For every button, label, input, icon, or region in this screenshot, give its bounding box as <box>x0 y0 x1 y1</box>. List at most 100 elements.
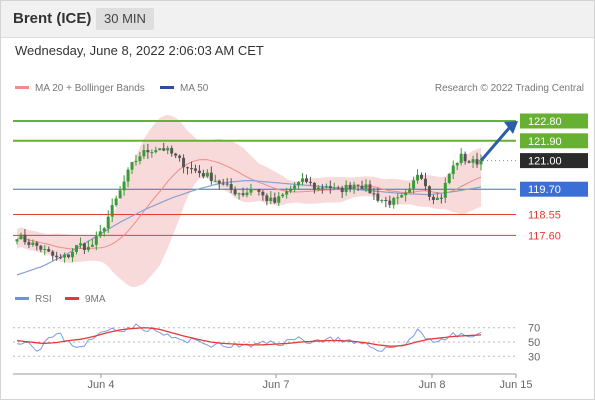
candle-body <box>439 197 443 199</box>
ma9-legend-label: 9MA <box>85 294 106 305</box>
candle-body <box>114 198 118 206</box>
candle-body <box>138 156 142 162</box>
candle-body <box>332 187 336 189</box>
candle-body <box>106 216 110 229</box>
candle-body <box>380 200 384 202</box>
x-tick-jun-7: Jun 7 <box>263 379 290 391</box>
candle-body <box>388 200 392 205</box>
candle-body <box>265 195 269 202</box>
bollinger-band <box>17 114 481 288</box>
candle-body <box>166 148 170 151</box>
candle-body <box>154 150 158 153</box>
candle-body <box>312 182 316 190</box>
candle-body <box>63 254 67 258</box>
candle-body <box>352 184 356 189</box>
candle-body <box>459 153 463 163</box>
candle-body <box>384 200 388 202</box>
candle-body <box>273 197 277 203</box>
candle-body <box>364 184 368 189</box>
ma20-line <box>16 159 482 250</box>
candle-body <box>443 182 447 198</box>
candle-body <box>182 157 186 168</box>
candle-body <box>217 180 221 184</box>
candle-body <box>130 162 134 170</box>
candle-body <box>67 254 71 258</box>
candle-body <box>479 160 483 165</box>
candle-body <box>376 193 380 201</box>
rsi-tick-70: 70 <box>528 323 540 335</box>
candle-body <box>324 186 328 188</box>
candle-body <box>233 189 237 195</box>
candle-body <box>170 148 174 154</box>
candle-body <box>47 249 51 252</box>
level-label-119-70: 119.70 <box>528 184 561 196</box>
candle-body <box>59 257 63 259</box>
candle-body <box>463 153 467 162</box>
candle-body <box>221 183 225 185</box>
candle-body <box>427 186 431 197</box>
ma9-legend-swatch <box>65 297 79 300</box>
candle-body <box>126 169 130 182</box>
candle-body <box>39 245 43 250</box>
candle-body <box>102 228 106 232</box>
candle-body <box>193 168 197 171</box>
candle-body <box>122 181 126 191</box>
timeframe-badge[interactable]: 30 MIN <box>96 8 154 30</box>
candle-body <box>82 243 86 251</box>
candle-body <box>392 197 396 205</box>
candle-body <box>400 195 404 198</box>
candle-body <box>43 249 47 251</box>
candle-body <box>158 148 162 151</box>
candle-body <box>23 234 27 243</box>
candle-body <box>74 245 78 252</box>
candle-body <box>178 155 182 158</box>
rsi-legend-swatch <box>15 297 29 300</box>
candle-body <box>253 189 257 191</box>
candle-body <box>447 173 451 183</box>
candle-body <box>90 244 94 247</box>
x-tick-jun-8: Jun 8 <box>419 379 446 391</box>
forecast-arrow-head <box>504 121 518 134</box>
candle-body <box>174 153 178 156</box>
candle-body <box>431 196 435 200</box>
candle-body <box>356 184 360 186</box>
candles <box>15 142 483 263</box>
candle-body <box>475 159 479 165</box>
candle-body <box>348 184 352 189</box>
candle-body <box>142 150 146 157</box>
candle-body <box>320 187 324 189</box>
candle-body <box>150 152 154 154</box>
candle-body <box>297 181 301 186</box>
instrument-title: Brent (ICE) <box>13 10 92 27</box>
level-label-118-55: 118.55 <box>528 210 561 222</box>
ma-bb-legend-label: MA 20 + Bollinger Bands <box>35 83 145 94</box>
candle-body <box>225 183 229 185</box>
candle-body <box>261 191 265 196</box>
ma50-line <box>16 180 482 276</box>
level-label-box-122-80 <box>520 113 588 129</box>
level-label-117-60: 117.60 <box>528 230 561 242</box>
candle-body <box>423 178 427 187</box>
candle-body <box>189 168 193 170</box>
rsi-tick-50: 50 <box>528 337 540 349</box>
candle-body <box>336 187 340 189</box>
candle-body <box>360 185 364 189</box>
candle-body <box>408 188 412 193</box>
candle-body <box>209 172 213 181</box>
x-tick-jun-4: Jun 4 <box>88 379 115 391</box>
level-label-box-121-90 <box>520 133 588 149</box>
candle-body <box>205 172 209 177</box>
x-tick-jun-15: Jun 15 <box>499 379 532 391</box>
candle-body <box>27 242 31 245</box>
candle-body <box>301 178 305 182</box>
candle-body <box>78 243 82 246</box>
candle-body <box>237 193 241 195</box>
candle-body <box>71 251 75 258</box>
candle-body <box>110 205 114 217</box>
candle-body <box>118 190 122 199</box>
level-label-121-00: 121.00 <box>528 156 562 168</box>
rsi-tick-30: 30 <box>528 351 540 363</box>
candle-body <box>368 184 372 194</box>
